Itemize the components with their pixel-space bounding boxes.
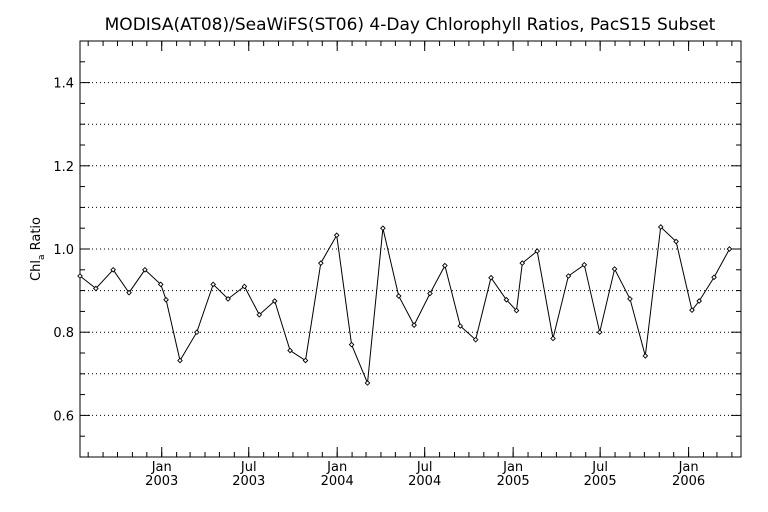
x-tick-label-month: Jul: [416, 460, 433, 475]
data-point: [110, 266, 117, 273]
data-point: [550, 335, 556, 342]
data-point: [93, 285, 99, 292]
data-point: [77, 273, 83, 279]
data-point: [427, 290, 433, 297]
data-point: [126, 289, 132, 296]
data-point: [503, 296, 510, 303]
data-point: [657, 224, 664, 230]
x-tick-label-month: Jan: [678, 460, 699, 475]
y-tick-label: 1.4: [53, 77, 74, 92]
series-chl-ratio: [77, 224, 733, 386]
data-point: [395, 293, 402, 299]
x-tick-label-month: Jul: [591, 460, 608, 475]
data-point: [380, 225, 386, 232]
plot-frame: [79, 40, 742, 458]
x-tick-label-year: 2004: [408, 474, 441, 489]
data-point: [442, 262, 448, 269]
data-point: [689, 307, 695, 313]
data-point: [711, 274, 717, 281]
data-point: [241, 283, 248, 290]
data-point: [364, 380, 371, 386]
data-point: [696, 298, 703, 304]
data-point: [642, 353, 649, 359]
data-point: [193, 329, 200, 336]
data-point: [142, 266, 148, 273]
data-point: [581, 261, 588, 268]
x-tick-label-year: 2003: [145, 474, 178, 489]
x-tick-label-month: Jul: [240, 460, 257, 475]
gridlines: [80, 82, 741, 416]
data-point: [287, 347, 293, 354]
y-tick-label: 0.8: [53, 326, 74, 341]
x-tick-label-year: 2003: [232, 474, 265, 489]
y-axis-label: Chla Ratio: [29, 217, 47, 281]
y-tick-label: 1.0: [53, 243, 74, 258]
data-point: [488, 274, 494, 281]
data-point: [348, 341, 355, 348]
data-point: [225, 296, 231, 302]
data-point: [627, 296, 633, 302]
data-point: [157, 281, 164, 288]
data-point: [177, 357, 183, 364]
data-point: [596, 329, 603, 336]
y-axis-label-main: Chl: [29, 260, 44, 281]
data-point: [256, 311, 263, 318]
x-tick-label-month: Jan: [151, 460, 172, 475]
data-point: [333, 232, 340, 239]
x-tick-label-year: 2006: [672, 474, 705, 489]
data-point: [565, 273, 572, 279]
y-tick-label: 1.2: [53, 160, 74, 175]
x-tick-label-year: 2005: [497, 474, 530, 489]
chart-title: MODISA(AT08)/SeaWiFS(ST06) 4-Day Chlorop…: [105, 15, 716, 35]
data-point: [472, 336, 479, 343]
data-point: [457, 323, 464, 329]
x-tick-label-year: 2005: [584, 474, 617, 489]
data-point: [513, 307, 520, 314]
axis-ticks: 0.60.81.01.21.4Jan2003Jul2003Jan2004Jul2…: [53, 40, 741, 489]
data-point: [318, 260, 324, 266]
data-point: [726, 246, 733, 252]
x-tick-label-month: Jan: [326, 460, 347, 475]
data-point: [519, 260, 526, 266]
y-axis-label-subscript: a: [37, 255, 47, 261]
data-point: [534, 248, 541, 254]
y-axis-label-rest: Ratio: [29, 217, 44, 255]
data-point: [163, 296, 169, 303]
data-point: [611, 266, 618, 272]
y-tick-label: 0.6: [53, 409, 74, 424]
data-point: [302, 357, 309, 364]
series-line: [79, 225, 730, 384]
data-point: [271, 298, 278, 304]
x-tick-label-year: 2004: [321, 474, 354, 489]
data-point: [210, 281, 216, 288]
x-tick-label-month: Jan: [502, 460, 523, 475]
data-point: [673, 238, 679, 245]
data-point: [411, 322, 417, 328]
